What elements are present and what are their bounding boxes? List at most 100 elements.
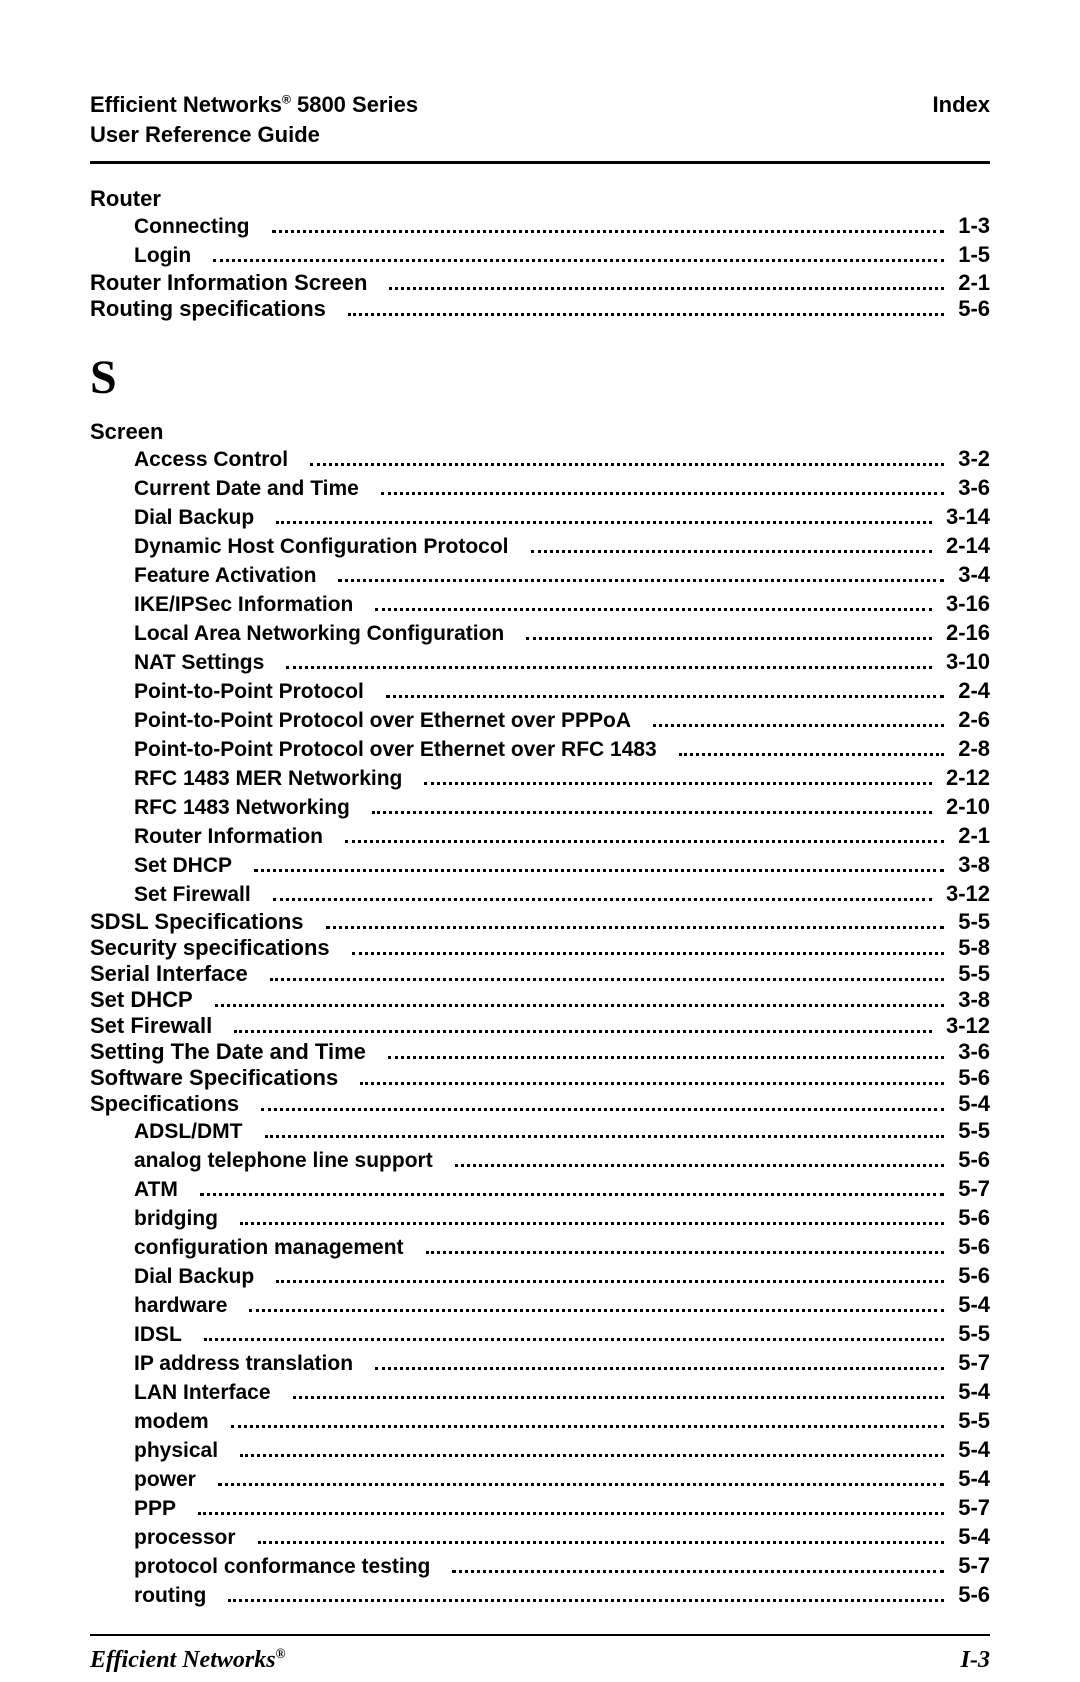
index-leader [276, 1269, 944, 1284]
index-leader [293, 1385, 945, 1400]
index-term: Router Information [134, 823, 341, 851]
page-footer: Efficient Networks® I-3 [90, 1646, 990, 1674]
index-leader [261, 1096, 944, 1111]
index-page: 5-7 [948, 1552, 990, 1580]
index-term: Dynamic Host Configuration Protocol [134, 533, 527, 561]
index-page: 3-16 [936, 590, 990, 618]
index-term: NAT Settings [134, 649, 282, 677]
index-page: 3-12 [936, 1013, 990, 1039]
index-page: 5-5 [948, 1320, 990, 1348]
index-term: Point-to-Point Protocol [134, 678, 382, 706]
index-leader [348, 301, 944, 316]
index-term: Setting The Date and Time [90, 1039, 384, 1065]
footer-page-number: I-3 [961, 1647, 990, 1674]
index-subentry: configuration management5-6 [90, 1233, 990, 1262]
index-leader [215, 992, 945, 1007]
index-page: 3-8 [948, 987, 990, 1013]
index-page: 5-4 [948, 1378, 990, 1406]
index-leader [375, 597, 932, 612]
index-term: Set Firewall [134, 881, 269, 909]
index-leader [218, 1472, 944, 1487]
index-subentry: NAT Settings3-10 [90, 648, 990, 677]
index-subentry: ATM5-7 [90, 1175, 990, 1204]
index-entry: Router [90, 186, 990, 212]
index-leader [338, 568, 944, 583]
index-page: 2-14 [936, 532, 990, 560]
index-entry: Serial Interface5-5 [90, 961, 990, 987]
index-page: 2-1 [948, 822, 990, 850]
index-page: 3-2 [948, 445, 990, 473]
index-term: Feature Activation [134, 562, 334, 590]
index-term: Set Firewall [90, 1013, 230, 1039]
index-subentry: Connecting1-3 [90, 212, 990, 241]
index-term: RFC 1483 Networking [134, 794, 368, 822]
index-subentry: Current Date and Time3-6 [90, 474, 990, 503]
index-term: routing [134, 1582, 224, 1610]
index-leader [234, 1018, 932, 1033]
index-term: IKE/IPSec Information [134, 591, 371, 619]
index-page: 5-6 [948, 1146, 990, 1174]
index-leader [372, 800, 932, 815]
index-leader [198, 1501, 944, 1516]
index-term: Access Control [134, 446, 306, 474]
index-term: configuration management [134, 1234, 422, 1262]
index-entry: Router Information Screen2-1 [90, 270, 990, 296]
index-page: 2-8 [948, 735, 990, 763]
header-rule [90, 161, 990, 164]
index-term: analog telephone line support [134, 1147, 451, 1175]
index-page: 3-14 [936, 503, 990, 531]
index-subentry: RFC 1483 Networking2-10 [90, 793, 990, 822]
index-entry: Screen [90, 419, 990, 445]
index-entry: Setting The Date and Time3-6 [90, 1039, 990, 1065]
index-leader [204, 1327, 944, 1342]
index-leader [352, 940, 945, 955]
index-subentry: Point-to-Point Protocol over Ethernet ov… [90, 735, 990, 764]
index-page: 5-5 [948, 1407, 990, 1435]
index-entry: Set DHCP 3-8 [90, 987, 990, 1013]
index-term: Current Date and Time [134, 475, 377, 503]
index-leader [228, 1588, 944, 1603]
header-title-brand: Efficient Networks [90, 92, 282, 117]
index-term: Software Specifications [90, 1065, 356, 1091]
index-subentry: PPP5-7 [90, 1494, 990, 1523]
index-term: Login [134, 242, 209, 270]
footer-reg-mark: ® [276, 1646, 286, 1661]
index-subentry: IKE/IPSec Information 3-16 [90, 590, 990, 619]
footer-rule [90, 1634, 990, 1636]
index-leader [526, 626, 932, 641]
index-page: 5-6 [948, 1581, 990, 1609]
header-reg-mark: ® [282, 93, 291, 107]
index-term: Screen [90, 419, 181, 445]
index-leader [254, 858, 944, 873]
index-leader [258, 1530, 945, 1545]
index-subentry: LAN Interface5-4 [90, 1378, 990, 1407]
index-term: power [134, 1466, 214, 1494]
index-term: Set DHCP [90, 987, 211, 1013]
index-term: Security specifications [90, 935, 348, 961]
index-subentry: IDSL 5-5 [90, 1320, 990, 1349]
index-term: Router Information Screen [90, 270, 385, 296]
index-subentry: IP address translation5-7 [90, 1349, 990, 1378]
index-subentry: Point-to-Point Protocol over Ethernet ov… [90, 706, 990, 735]
index-leader [455, 1153, 945, 1168]
index-leader [240, 1443, 944, 1458]
index-leader [273, 887, 932, 902]
index-leader [200, 1182, 944, 1197]
index-page: 5-6 [948, 1065, 990, 1091]
index-leader [240, 1211, 944, 1226]
index-term: IDSL [134, 1321, 200, 1349]
index-leader [270, 966, 944, 981]
index-leader [381, 481, 944, 496]
index-leader [231, 1414, 945, 1429]
index-page: 2-12 [936, 764, 990, 792]
index-leader [286, 655, 932, 670]
index-subentry: Local Area Networking Configuration2-16 [90, 619, 990, 648]
index-page: 5-4 [948, 1465, 990, 1493]
index-body: RouterConnecting1-3Login1-5Router Inform… [90, 186, 990, 1610]
index-page: 2-4 [948, 677, 990, 705]
index-leader [375, 1356, 944, 1371]
index-subentry: physical5-4 [90, 1436, 990, 1465]
header-subtitle: User Reference Guide [90, 122, 320, 147]
index-leader [272, 219, 945, 234]
index-term: ATM [134, 1176, 196, 1204]
